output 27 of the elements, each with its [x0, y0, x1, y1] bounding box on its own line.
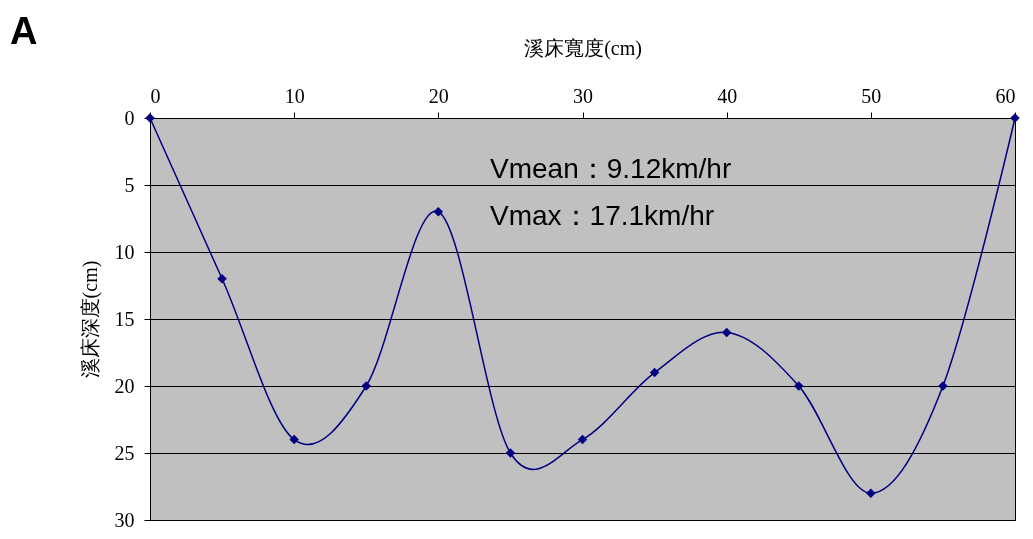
x-axis-title: 溪床寬度(cm) — [524, 36, 642, 60]
x-tick-label: 30 — [573, 84, 593, 107]
point — [289, 434, 299, 445]
y-tick-label: 30 — [114, 508, 135, 531]
point — [649, 367, 660, 378]
point — [217, 274, 227, 284]
x-tick-label: 60 — [995, 84, 1016, 107]
point — [433, 207, 444, 217]
x-tick-label: 50 — [861, 84, 882, 107]
point — [721, 327, 732, 338]
annotation: Vmean：9.12km/hr — [490, 153, 732, 184]
y-axis-title: 溪床深度(cm) — [78, 260, 102, 379]
y-tick-label: 10 — [114, 240, 135, 263]
x-tick-label: 20 — [428, 84, 449, 107]
y-tick-label: 25 — [114, 441, 135, 464]
x-tick-label: 0 — [150, 84, 161, 107]
y-tick-label: 0 — [124, 106, 135, 129]
x-tick-label: 40 — [717, 84, 738, 107]
y-tick-label: 20 — [114, 374, 135, 397]
x-tick-label: 10 — [284, 84, 305, 107]
point — [505, 448, 516, 458]
point — [866, 488, 876, 498]
annotation: Vmax：17.1km/hr — [490, 200, 715, 231]
point — [577, 434, 588, 445]
y-tick-label: 5 — [124, 173, 135, 196]
chart-title: A — [10, 10, 38, 52]
y-tick-label: 15 — [114, 307, 135, 330]
